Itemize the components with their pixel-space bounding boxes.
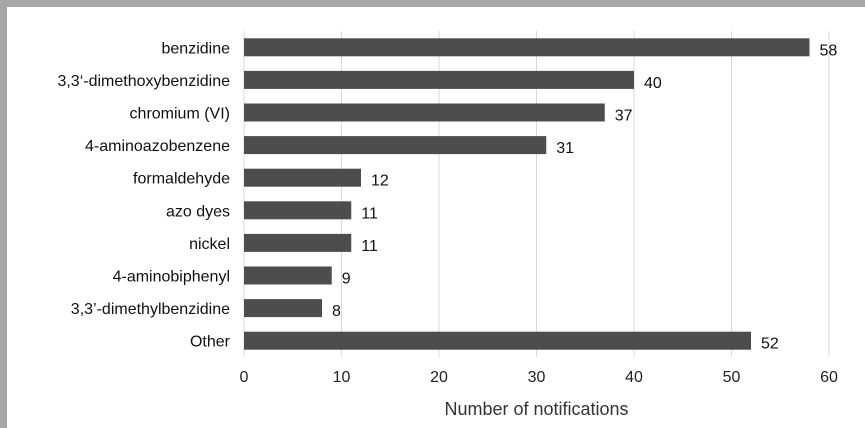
x-tick-label: 10: [333, 369, 351, 386]
category-label: benzidine: [162, 40, 231, 57]
x-axis-title: Number of notifications: [444, 399, 628, 419]
bar: [244, 233, 352, 252]
value-label: 8: [332, 303, 341, 320]
category-label: nickel: [189, 236, 230, 253]
category-label: 4-aminobiphenyl: [113, 269, 230, 286]
value-label: 12: [371, 173, 389, 190]
category-label: 3,3’-dimethylbenzidine: [71, 301, 230, 318]
x-tick-label: 30: [528, 369, 546, 386]
value-label: 11: [361, 238, 378, 255]
value-labels: 58 40 37 31 12 11 11 98 52: [332, 42, 837, 352]
value-label: 31: [556, 140, 574, 157]
bar: [244, 38, 810, 57]
category-label: formaldehyde: [133, 171, 230, 188]
value-label: 58: [820, 42, 838, 59]
category-label: Other: [190, 334, 231, 351]
bar: [244, 103, 605, 122]
bars-group: [244, 38, 810, 350]
bar: [244, 331, 751, 350]
x-tick-label: 0: [240, 369, 249, 386]
value-label: 52: [761, 336, 779, 353]
bar: [244, 299, 322, 318]
category-labels: benzidine 3,3‘-dimethoxybenzidine chromium…: [57, 40, 230, 350]
value-label: 40: [644, 75, 662, 92]
x-tick-label: 20: [430, 369, 448, 386]
value-label: 11: [361, 205, 378, 222]
x-tick-label: 40: [625, 369, 643, 386]
category-label: 4-aminoazobenzene: [85, 138, 230, 155]
bar: [244, 266, 332, 285]
x-tick-labels: 0 10 20 30 40 50 60: [240, 369, 838, 386]
bar: [244, 70, 634, 89]
value-label: 37: [615, 108, 633, 125]
category-label: azo dyes: [166, 203, 230, 220]
x-tick-label: 50: [723, 369, 741, 386]
bar: [244, 201, 352, 220]
category-label: chromium (VI): [130, 106, 230, 123]
bar: [244, 136, 547, 155]
value-label: 9: [342, 271, 351, 288]
category-label: 3,3‘-dimethoxybenzidine: [57, 73, 230, 90]
bar: [244, 168, 361, 187]
x-tick-label: 60: [820, 369, 838, 386]
